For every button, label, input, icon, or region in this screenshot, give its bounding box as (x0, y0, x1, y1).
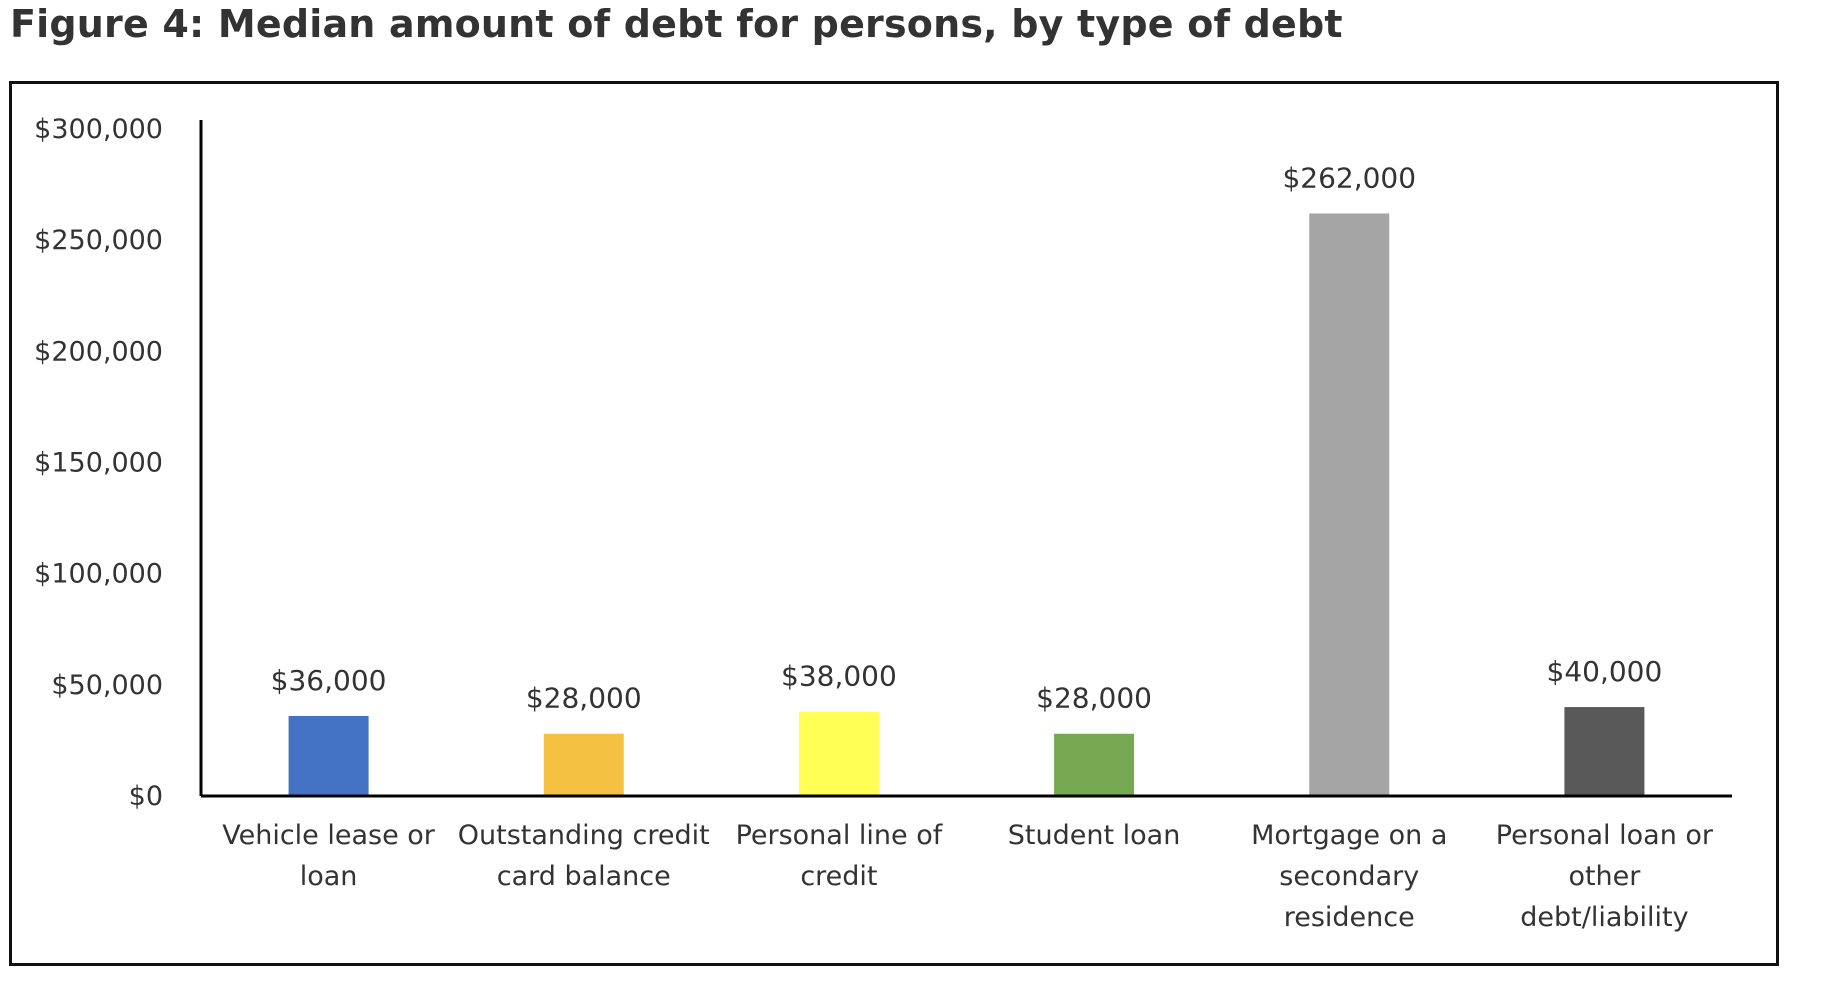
x-category-label: Outstanding credit card balance (458, 820, 710, 892)
bar (288, 715, 369, 796)
bar-value-label: $36,000 (271, 664, 387, 697)
x-category-label: Student loan (1008, 820, 1181, 851)
bar (798, 711, 879, 796)
y-tick-label: $200,000 (34, 336, 163, 367)
y-tick-label: $150,000 (34, 448, 163, 479)
bar-value-label: $28,000 (1036, 682, 1152, 715)
bar-value-label: $40,000 (1547, 655, 1663, 688)
y-tick-label: $250,000 (34, 225, 163, 256)
bar (1054, 733, 1135, 796)
y-tick-label: $300,000 (34, 114, 163, 145)
x-category-label: Personal loan or other debt/liability (1496, 820, 1714, 933)
bar-value-label: $28,000 (526, 682, 642, 715)
chart-frame: $0 $50,000 $100,000 $150,000 $200,000 $250,00… (9, 81, 1779, 966)
bar (1309, 213, 1390, 796)
bar (1564, 707, 1645, 796)
bar (543, 733, 624, 796)
y-tick-label: $50,000 (51, 670, 163, 701)
x-category-label: Vehicle lease or loan (222, 820, 436, 892)
y-axis-tick-labels: $0 $50,000 $100,000 $150,000 $200,000 $250,00… (34, 114, 163, 812)
bar-value-label: $262,000 (1282, 161, 1416, 194)
x-category-label: Mortgage on a secondary residence (1251, 820, 1447, 933)
x-category-label: Personal line of credit (736, 820, 944, 892)
chart-title: Figure 4: Median amount of debt for pers… (10, 2, 1343, 46)
y-tick-label: $0 (129, 781, 163, 812)
data-labels: $36,000 $28,000 $38,000 $28,000 $262,000 $40,… (271, 161, 1663, 714)
bar-chart: $0 $50,000 $100,000 $150,000 $200,000 $250,00… (34, 114, 1732, 933)
x-axis-category-labels: Vehicle lease or loan Outstanding credit ca… (222, 820, 1714, 933)
bar-value-label: $38,000 (781, 660, 897, 693)
bars (288, 213, 1645, 796)
y-tick-label: $100,000 (34, 559, 163, 590)
